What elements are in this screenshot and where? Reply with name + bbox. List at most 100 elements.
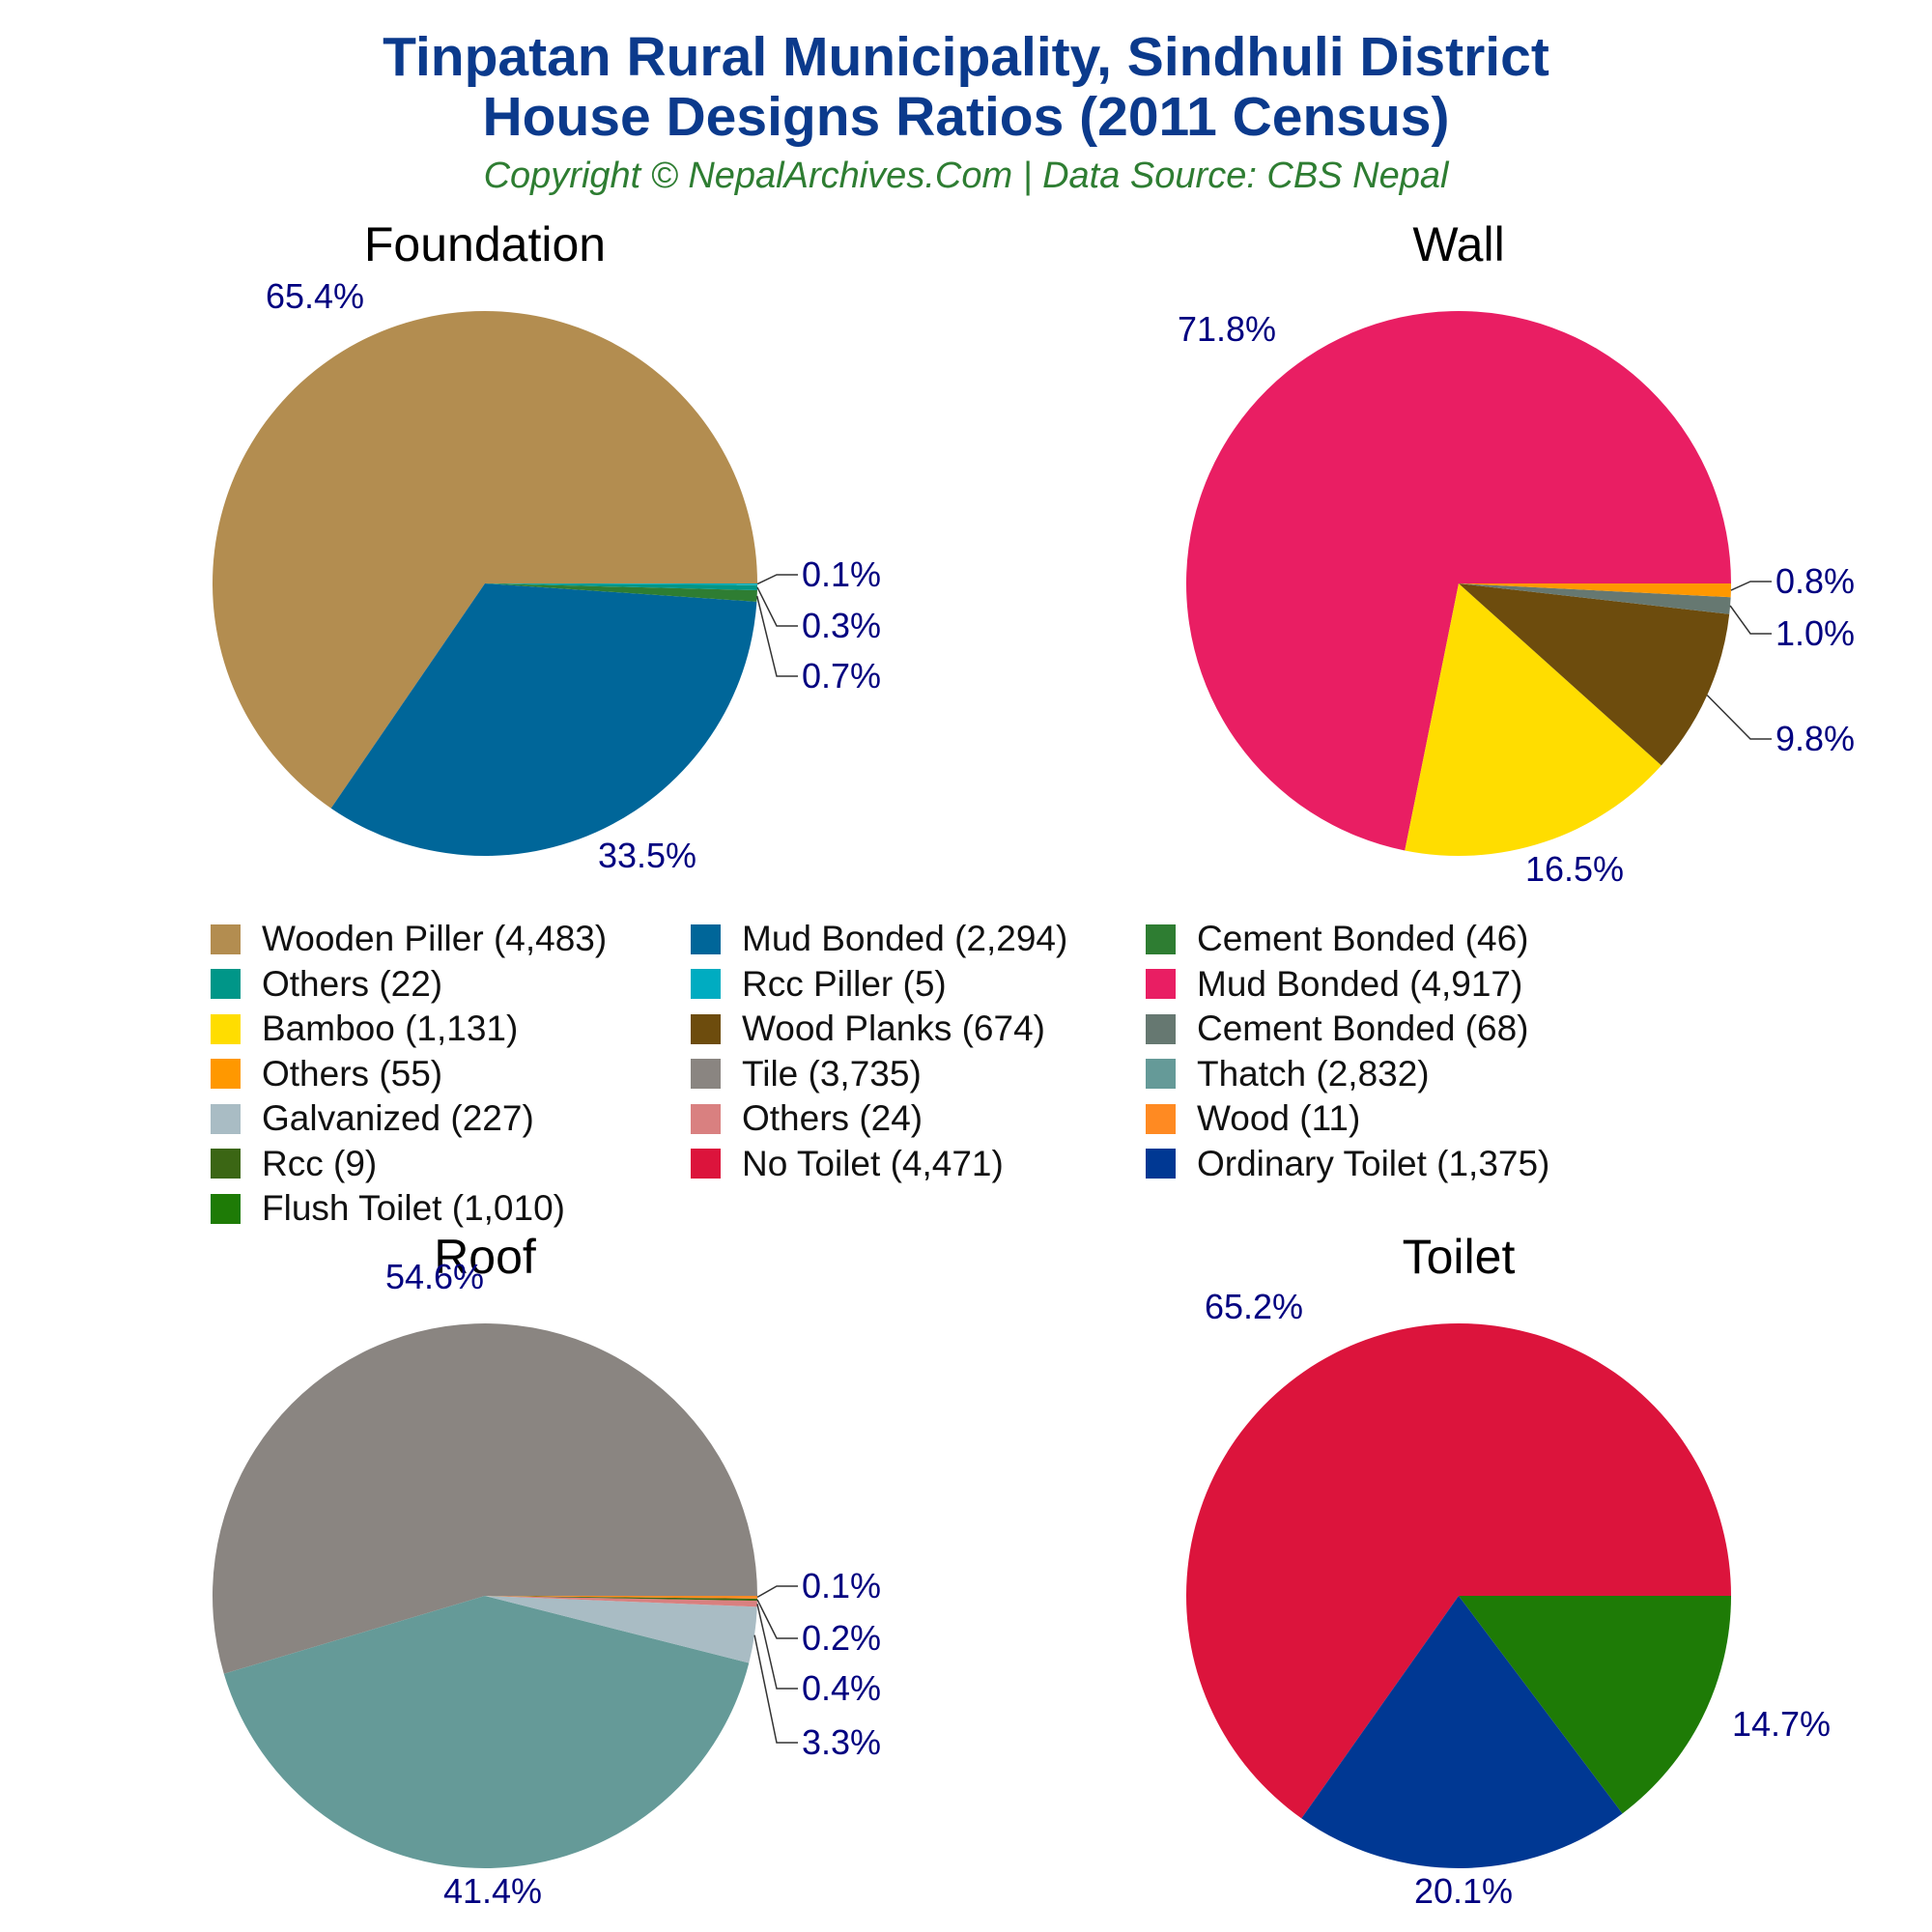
legend-label: Rcc Piller (5) (742, 963, 947, 1004)
legend-item: Wood (11) (1146, 1097, 1360, 1140)
foundation-label-others: 0.3% (802, 606, 881, 645)
legend-label: Tile (3,735) (742, 1053, 922, 1094)
wall-leader-others (1730, 581, 1772, 591)
wall-label-wood-planks: 9.8% (1776, 719, 1855, 758)
foundation-slice-rcc-piller (485, 583, 758, 585)
toilet-label-flush-toilet: 14.7% (1732, 1704, 1831, 1744)
foundation-slice-others (485, 583, 757, 590)
legend-swatch (1146, 1059, 1176, 1089)
legend-item: Galvanized (227) (211, 1097, 534, 1140)
legend-item: Others (22) (211, 963, 442, 1006)
legend-label: Others (22) (262, 963, 443, 1004)
legend-swatch (691, 1103, 721, 1134)
wall-slice-others (1459, 583, 1731, 598)
chart-title-line2: House Designs Ratios (2011 Census) (482, 86, 1450, 148)
wall-leader-cement-bonded (1729, 605, 1772, 635)
wall-slice-cement-bonded (1459, 583, 1731, 614)
roof-label-thatch: 41.4% (443, 1871, 542, 1911)
wall-slice-wood-planks (1459, 583, 1730, 766)
foundation-label-rcc-piller: 0.1% (802, 554, 881, 594)
legend-swatch (691, 1149, 721, 1179)
toilet-slice-flush-toilet (1459, 1596, 1731, 1814)
roof-slice-thatch (223, 1596, 750, 1869)
roof-slice-others (485, 1596, 757, 1607)
legend-item: No Toilet (4,471) (691, 1143, 1004, 1185)
roof-leader-wood (756, 1585, 798, 1599)
roof-slice-rcc (485, 1596, 757, 1602)
legend-item: Tile (3,735) (691, 1053, 922, 1095)
legend-item: Thatch (2,832) (1146, 1053, 1430, 1095)
roof-label-rcc: 0.2% (802, 1618, 881, 1658)
foundation-leader-others (756, 586, 798, 627)
legend-label: Cement Bonded (68) (1197, 1009, 1529, 1048)
wall-label-bamboo: 16.5% (1525, 849, 1624, 889)
foundation-label-cement-bonded: 0.7% (802, 656, 881, 696)
roof-slice-galvanized (485, 1596, 757, 1663)
legend-swatch (1146, 969, 1176, 999)
legend-item: Others (24) (691, 1097, 923, 1140)
legend-label: Wood (11) (1197, 1098, 1361, 1138)
foundation-slice-cement-bonded (485, 583, 757, 602)
roof-leader-galvanized (753, 1634, 798, 1744)
roof-leader-others (756, 1604, 798, 1690)
legend-item: Cement Bonded (46) (1146, 918, 1528, 960)
legend-label: Others (24) (742, 1098, 923, 1138)
legend-swatch (211, 969, 241, 999)
legend-item: Bamboo (1,131) (211, 1008, 518, 1050)
legend-swatch (691, 923, 721, 954)
legend-label: Rcc (9) (262, 1143, 378, 1183)
legend-swatch (211, 923, 241, 954)
legend-swatch (211, 1149, 241, 1179)
toilet-slice-ordinary-toilet (1301, 1596, 1623, 1869)
wall-leader-wood-planks (1706, 695, 1772, 740)
wall-label-cement-bonded: 1.0% (1776, 613, 1855, 653)
legend-label: Cement Bonded (46) (1197, 919, 1529, 958)
wall-label-mud-bonded: 71.8% (1178, 309, 1276, 349)
legend-label: Wood Planks (674) (742, 1009, 1045, 1048)
legend-swatch (211, 1013, 241, 1044)
legend-swatch (1146, 1149, 1176, 1179)
legend-swatch (211, 1059, 241, 1089)
roof-label-wood: 0.1% (802, 1566, 881, 1605)
legend-swatch (691, 1013, 721, 1044)
foundation-title: Foundation (364, 217, 606, 271)
chart-subtitle: Copyright © NepalArchives.Com | Data Sou… (483, 156, 1449, 196)
foundation-label-wooden-piller: 65.4% (266, 276, 364, 316)
legend-label: Mud Bonded (2,294) (742, 919, 1068, 958)
legend-label: Flush Toilet (1,010) (262, 1188, 565, 1228)
legend-swatch (211, 1103, 241, 1134)
legend-label: Bamboo (1,131) (262, 1009, 519, 1048)
legend-label: Mud Bonded (4,917) (1197, 963, 1523, 1004)
roof-title: Roof (434, 1230, 536, 1284)
wall-slice-bamboo (1405, 583, 1662, 857)
legend-label: No Toilet (4,471) (742, 1143, 1004, 1183)
wall-slice-mud-bonded (1186, 311, 1731, 851)
toilet-label-no-toilet: 65.2% (1205, 1287, 1303, 1326)
legend-swatch (691, 969, 721, 999)
roof-label-tile: 54.6% (385, 1257, 484, 1296)
legend-item: Mud Bonded (2,294) (691, 918, 1067, 960)
legend-label: Wooden Piller (4,483) (262, 919, 608, 958)
legend-label: Galvanized (227) (262, 1098, 534, 1138)
legend-label: Others (55) (262, 1053, 443, 1094)
toilet-label-ordinary-toilet: 20.1% (1414, 1871, 1513, 1911)
roof-label-others: 0.4% (802, 1668, 881, 1708)
legend-swatch (691, 1059, 721, 1089)
roof-label-galvanized: 3.3% (802, 1722, 881, 1762)
legend-label: Thatch (2,832) (1197, 1053, 1430, 1094)
wall-title: Wall (1412, 217, 1504, 271)
legend-item: Wooden Piller (4,483) (211, 918, 607, 960)
legend-item: Rcc (9) (211, 1143, 377, 1185)
legend-item: Mud Bonded (4,917) (1146, 963, 1522, 1006)
legend-label: Ordinary Toilet (1,375) (1197, 1143, 1550, 1183)
legend-item: Flush Toilet (1,010) (211, 1187, 565, 1230)
foundation-slice-wooden-piller (213, 311, 757, 809)
legend-swatch (1146, 923, 1176, 954)
foundation-label-mud-bonded: 33.5% (598, 836, 696, 875)
legend-item: Wood Planks (674) (691, 1008, 1045, 1050)
legend-swatch (1146, 1013, 1176, 1044)
legend-swatch (1146, 1103, 1176, 1134)
wall-label-others: 0.8% (1776, 561, 1855, 601)
